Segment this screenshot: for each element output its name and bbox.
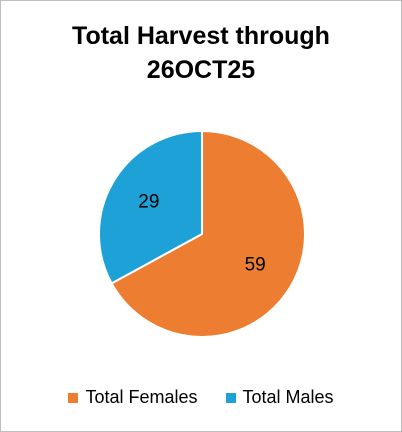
legend-item-total-females[interactable]: Total Females: [68, 387, 198, 408]
legend-item-total-males[interactable]: Total Males: [225, 387, 334, 408]
chart-legend: Total Females Total Males: [1, 387, 401, 408]
legend-swatch-total-females: [68, 392, 79, 403]
legend-label-total-males: Total Males: [242, 387, 334, 407]
chart-title-line-2: 26OCT25: [146, 56, 256, 84]
data-label-total-females: 59: [245, 255, 266, 276]
chart-title-line-1: Total Harvest through: [72, 22, 330, 50]
legend-label-total-females: Total Females: [85, 387, 198, 407]
legend-swatch-total-males: [225, 392, 236, 403]
pie-slice-total-males[interactable]: [98, 129, 203, 285]
data-label-total-males: 29: [138, 191, 159, 212]
pie-slice-total-females[interactable]: [110, 129, 306, 338]
chart-title: Total Harvest through 26OCT25: [1, 19, 401, 87]
